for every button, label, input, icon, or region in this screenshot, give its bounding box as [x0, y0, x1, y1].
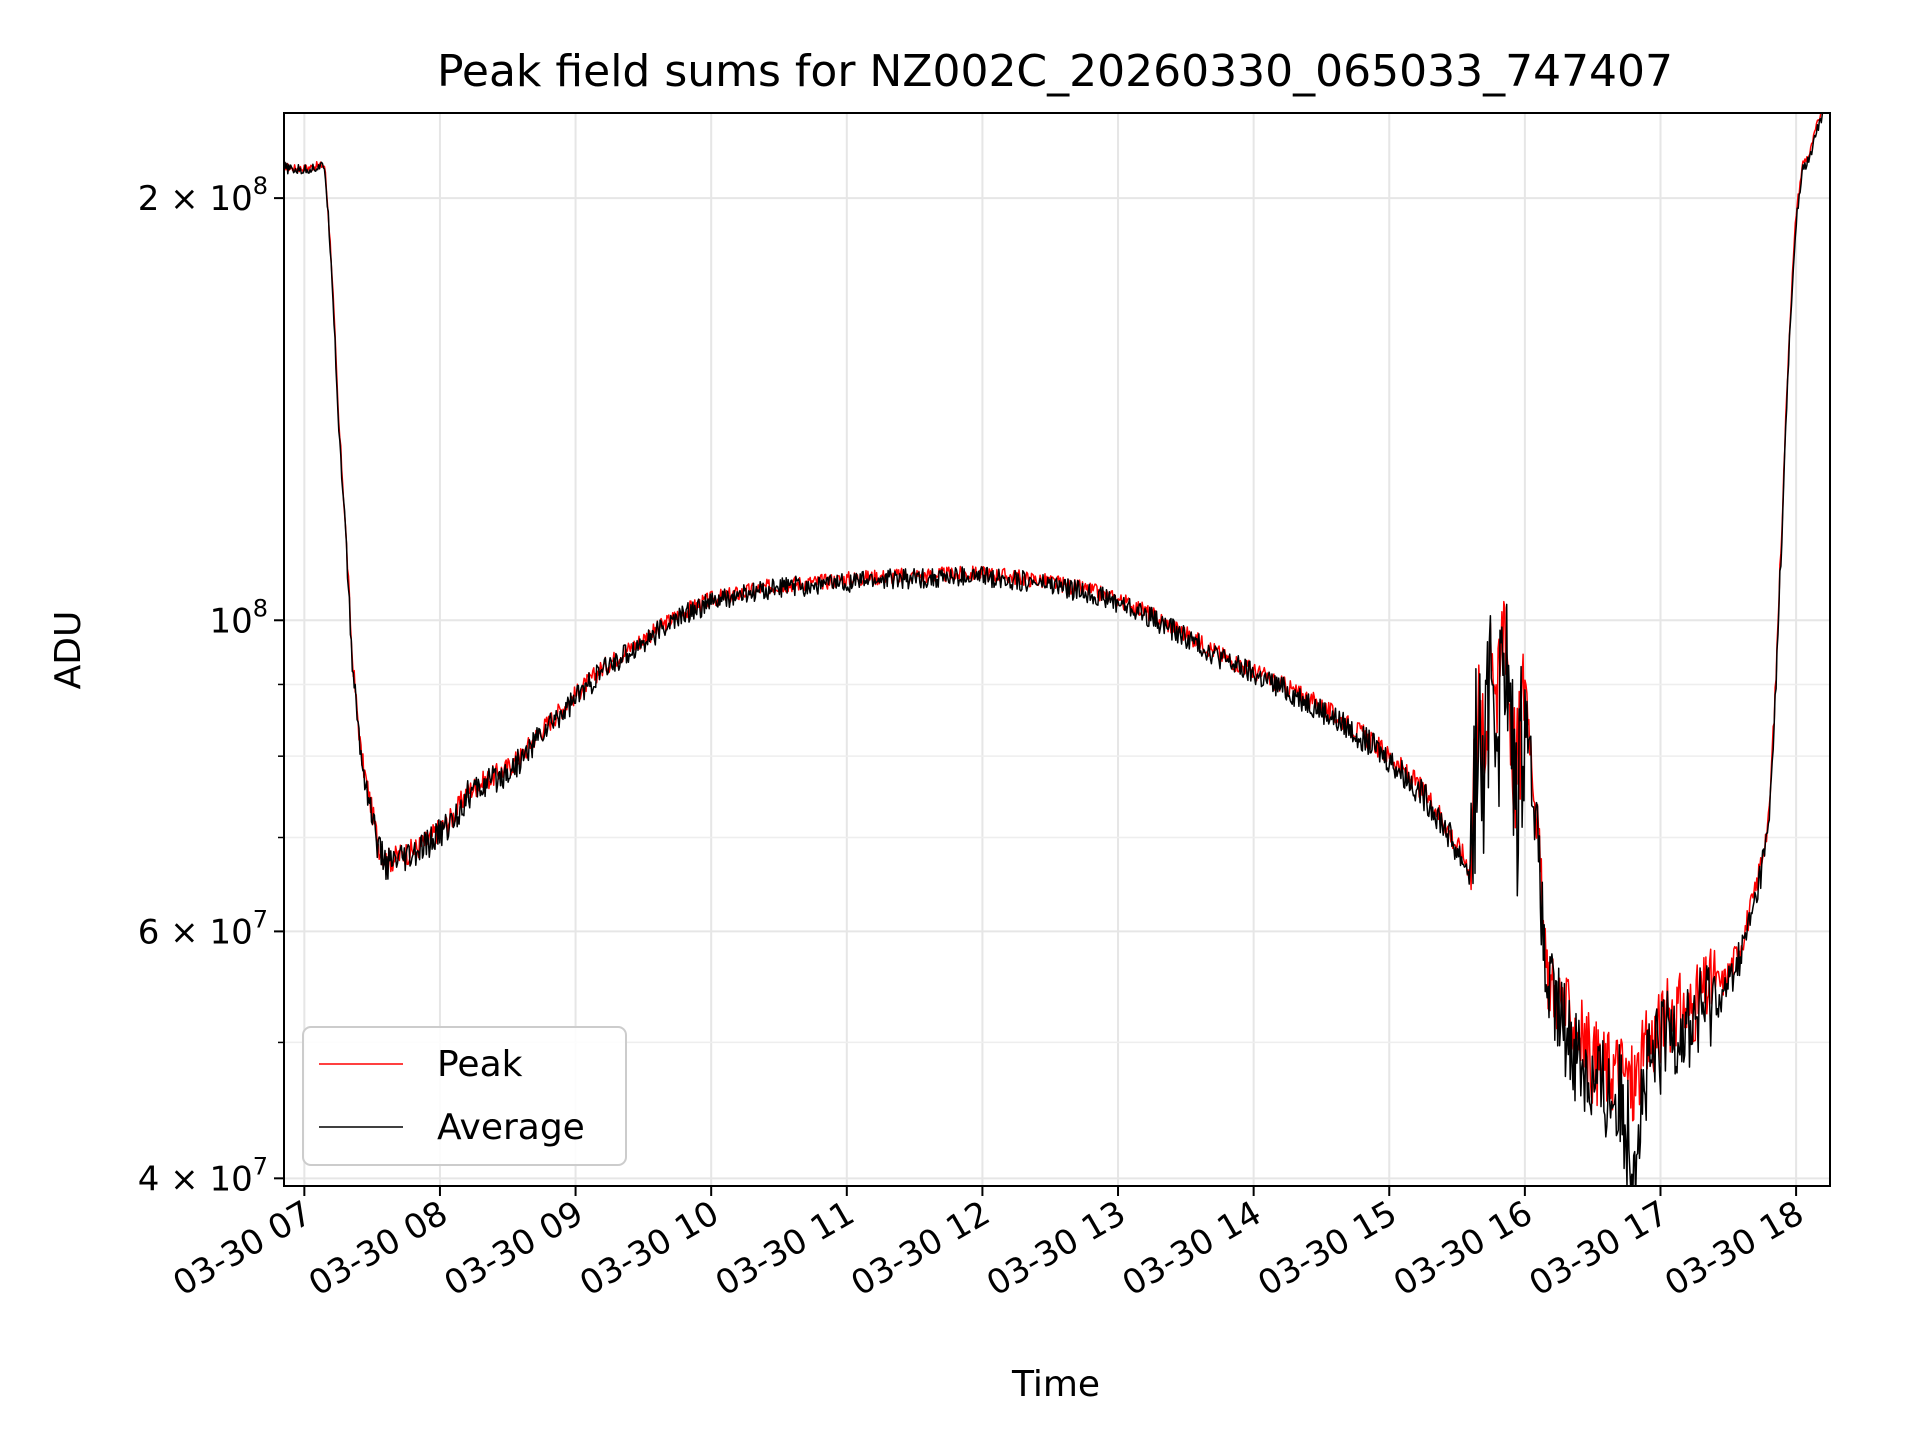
y-tick-base: 10: [209, 601, 252, 641]
x-axis-label: Time: [1011, 1364, 1100, 1405]
y-tick-label: 6 × 107: [138, 905, 268, 952]
legend-box: [302, 1026, 627, 1166]
grid: [284, 113, 1830, 1186]
series-layer: [284, 113, 1824, 1186]
y-tick-label: 2 × 108: [138, 172, 268, 219]
y-tick-base: 4 × 10: [138, 1159, 253, 1199]
y-tick-exponent: 7: [253, 905, 268, 933]
plot-frame: [283, 112, 1831, 1187]
legend-label-average: Average: [437, 1107, 585, 1148]
legend: Peak Average: [302, 1026, 627, 1166]
plot-area: [284, 113, 1830, 1186]
y-tick-label: 4 × 107: [138, 1152, 268, 1199]
y-tick-base: 6 × 10: [138, 912, 253, 952]
legend-label-peak: Peak: [437, 1044, 523, 1085]
y-tick-label: 108: [209, 594, 268, 641]
y-tick-exponent: 8: [253, 594, 268, 622]
y-tick-exponent: 8: [253, 172, 268, 200]
y-tick-base: 2 × 10: [138, 179, 253, 219]
y-axis-label: ADU: [48, 611, 89, 690]
chart-title: Peak field sums for NZ002C_20260330_0650…: [437, 46, 1673, 97]
series-line-average: [284, 113, 1824, 1186]
y-tick-exponent: 7: [253, 1152, 268, 1180]
